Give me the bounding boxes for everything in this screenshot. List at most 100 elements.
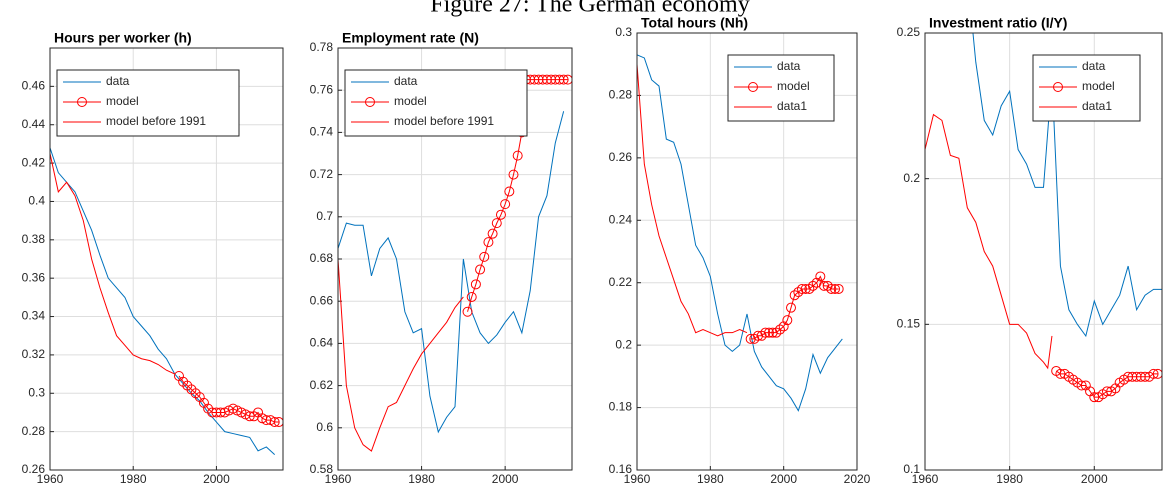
series-marker <box>793 287 804 298</box>
series-marker <box>1123 371 1134 382</box>
series-marker <box>771 327 782 338</box>
y-tick-label: 0.72 <box>310 167 334 181</box>
panel-title: Investment ratio (I/Y) <box>929 15 1067 31</box>
y-tick-label: 0.7 <box>316 209 333 223</box>
series-marker <box>500 199 511 210</box>
y-tick-label: 0.64 <box>310 336 334 350</box>
y-tick-label: 0.38 <box>22 232 46 246</box>
x-tick-label: 1980 <box>996 472 1023 486</box>
y-tick-label: 0.58 <box>310 462 334 476</box>
y-tick-label: 0.2 <box>615 337 632 351</box>
x-tick-label: 2000 <box>492 472 519 486</box>
series-marker <box>753 330 763 341</box>
figure-title: Figure 27: The German economy <box>430 0 749 18</box>
series-marker <box>1127 371 1138 382</box>
series-marker <box>800 283 811 294</box>
series-marker <box>1148 368 1159 379</box>
y-tick-label: 0.25 <box>897 25 921 39</box>
series-marker <box>756 330 767 341</box>
series-marker <box>495 209 506 220</box>
y-tick-label: 0.44 <box>22 117 46 131</box>
series-marker <box>483 237 494 248</box>
series-line <box>637 64 748 337</box>
y-tick-label: 0.62 <box>310 378 334 392</box>
plot-lines <box>925 33 1162 403</box>
series-marker <box>804 283 815 294</box>
series-marker <box>508 169 519 180</box>
series-marker <box>466 291 477 302</box>
legend-label: model before 1991 <box>394 114 494 128</box>
legend-label: data <box>777 59 801 73</box>
plot-lines <box>50 147 283 456</box>
y-tick-label: 0.26 <box>609 150 633 164</box>
series-line <box>637 54 843 412</box>
y-tick-label: 0.3 <box>28 385 45 399</box>
y-tick-label: 0.36 <box>22 270 46 284</box>
panel: 0.26 0.28 0.3 0.32 0.34 0.36 0.38 0.4 0.42 0.44 0.… <box>22 30 284 486</box>
legend-label: data <box>394 74 418 88</box>
y-tick-label: 0.4 <box>28 194 45 208</box>
legend-box <box>1032 54 1141 122</box>
y-tick-label: 0.42 <box>22 155 46 169</box>
y-tick-label: 0.16 <box>609 462 633 476</box>
x-tick-label: 1960 <box>912 472 939 486</box>
series-marker <box>1076 380 1087 391</box>
series-marker <box>745 333 756 344</box>
x-tick-label: 2000 <box>770 472 797 486</box>
plot-lines <box>637 54 844 412</box>
x-tick-label: 1960 <box>325 472 352 486</box>
series-marker <box>826 283 837 294</box>
x-tick-label: 1980 <box>120 472 147 486</box>
series-line <box>50 153 176 375</box>
series-marker <box>830 283 840 294</box>
legend-box <box>344 69 528 137</box>
axes-frame <box>337 47 573 471</box>
series-marker <box>767 327 778 338</box>
y-tick-label: 0.26 <box>22 462 46 476</box>
series-line <box>338 111 565 434</box>
y-tick-label: 0.24 <box>609 212 633 226</box>
panel: 0.16 0.18 0.2 0.22 0.24 0.26 0.28 0.3 1960 1980 20… <box>609 15 871 486</box>
legend-marker <box>748 82 758 92</box>
series-marker <box>479 251 490 262</box>
panel-title: Hours per worker (h) <box>54 30 192 46</box>
series-marker <box>815 271 826 282</box>
series-marker <box>789 290 800 301</box>
panel-title: Total hours (Nh) <box>641 15 748 31</box>
series-marker <box>1135 371 1146 382</box>
legend-label: data1 <box>1082 99 1112 113</box>
x-tick-label: 1980 <box>408 472 435 486</box>
y-tick-label: 0.78 <box>310 40 334 54</box>
legend-box <box>56 69 240 137</box>
legend-marker <box>365 97 375 107</box>
series-marker <box>541 74 552 85</box>
series-marker <box>533 74 544 85</box>
series-marker <box>475 264 486 275</box>
x-tick-label: 2020 <box>844 472 871 486</box>
y-tick-label: 0.28 <box>22 424 46 438</box>
series-marker <box>211 407 222 418</box>
series-marker <box>764 327 774 338</box>
y-tick-label: 0.2 <box>903 171 920 185</box>
x-tick-label: 1980 <box>697 472 724 486</box>
series-line <box>50 147 276 456</box>
y-tick-label: 0.28 <box>609 88 633 102</box>
x-tick-label: 2000 <box>1081 472 1108 486</box>
x-tick-label: 1960 <box>624 472 651 486</box>
legend-label: model <box>394 94 427 108</box>
series-marker <box>749 333 760 344</box>
y-tick-label: 0.74 <box>310 125 334 139</box>
y-tick-label: 0.3 <box>615 25 632 39</box>
axes-frame <box>924 32 1163 471</box>
series-marker <box>786 302 796 313</box>
series-marker <box>1131 371 1142 382</box>
series-marker <box>244 411 255 422</box>
legend-box <box>727 54 835 122</box>
x-tick-label: 2000 <box>203 472 230 486</box>
series-marker <box>558 74 569 85</box>
series-marker <box>554 74 565 85</box>
series-marker <box>470 279 481 290</box>
legend-marker <box>77 97 87 107</box>
series-marker <box>546 74 557 85</box>
y-tick-label: 0.1 <box>903 462 920 476</box>
